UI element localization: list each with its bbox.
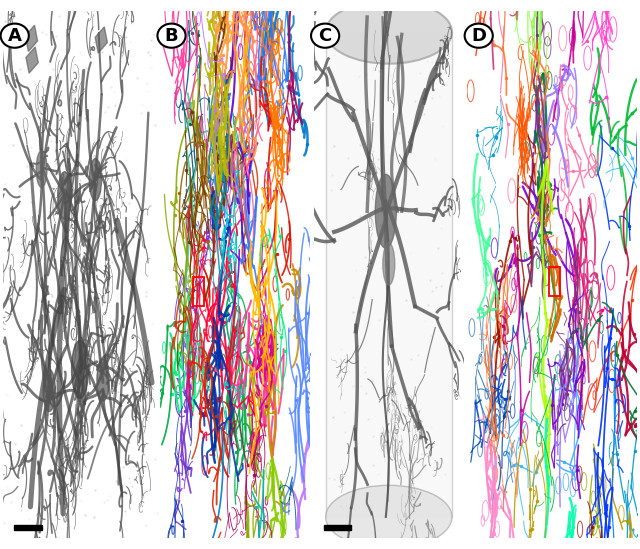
Circle shape	[375, 175, 396, 248]
Bar	[326, 32, 452, 517]
Polygon shape	[95, 27, 108, 53]
Polygon shape	[26, 25, 38, 52]
Circle shape	[72, 340, 88, 399]
Circle shape	[36, 150, 47, 188]
Circle shape	[89, 159, 102, 201]
Text: C: C	[319, 27, 332, 44]
Text: A: A	[8, 27, 22, 44]
Bar	[193, 277, 204, 306]
Bar	[548, 267, 561, 295]
Circle shape	[97, 359, 109, 401]
Circle shape	[58, 172, 72, 219]
Text: D: D	[471, 27, 486, 44]
Circle shape	[43, 369, 56, 412]
Text: B: B	[164, 27, 179, 44]
Circle shape	[383, 243, 395, 285]
Polygon shape	[26, 47, 38, 73]
Bar	[14, 525, 42, 530]
Ellipse shape	[326, 485, 452, 548]
Bar	[324, 525, 351, 530]
Ellipse shape	[326, 1, 452, 64]
